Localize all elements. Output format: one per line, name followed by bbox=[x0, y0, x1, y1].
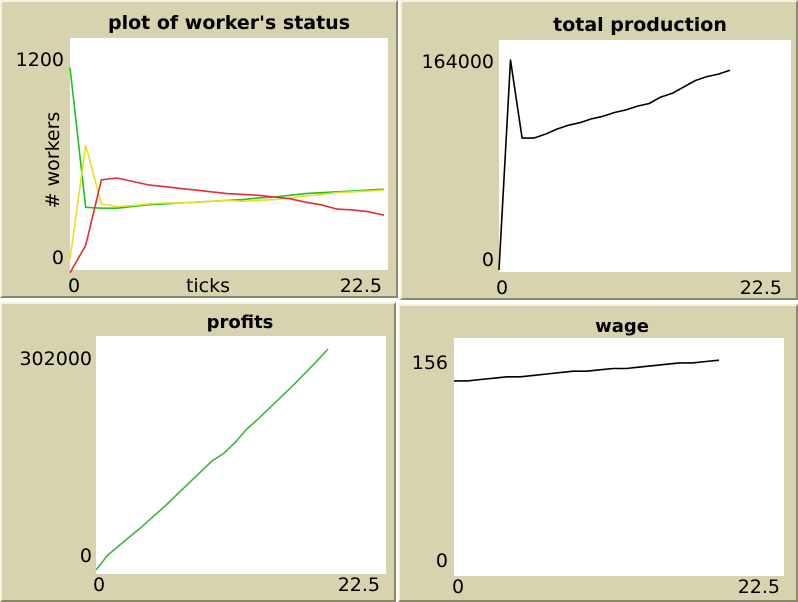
series-layer bbox=[95, 348, 329, 571]
chart-title: total production bbox=[553, 14, 727, 36]
x-tick-max: 22.5 bbox=[740, 277, 782, 299]
workers-status-panel: plot of worker's status 1200 0 0 22.5 ti… bbox=[0, 0, 398, 298]
x-tick-min: 0 bbox=[93, 574, 105, 596]
x-tick-max: 22.5 bbox=[738, 576, 780, 598]
series-line-1 bbox=[69, 144, 385, 260]
x-tick-min: 0 bbox=[68, 275, 80, 297]
plot-area bbox=[96, 336, 386, 574]
plot-area bbox=[499, 40, 791, 272]
y-tick-min: 0 bbox=[80, 545, 92, 567]
y-tick-max: 1200 bbox=[16, 49, 64, 71]
series-layer bbox=[498, 59, 731, 271]
profits-panel: profits 302000 0 0 22.5 bbox=[0, 302, 396, 602]
series-line-2 bbox=[69, 177, 385, 274]
x-tick-max: 22.5 bbox=[340, 275, 382, 297]
chart-title: plot of worker's status bbox=[108, 12, 350, 34]
plot-area bbox=[454, 338, 784, 576]
series-layer bbox=[454, 359, 720, 382]
series-line-0 bbox=[454, 359, 720, 382]
series-line-0 bbox=[498, 59, 731, 271]
total-production-chart: total production 164000 0 0 22.5 bbox=[421, 14, 791, 299]
plot-area bbox=[70, 38, 388, 270]
chart-title: wage bbox=[595, 316, 649, 337]
y-tick-min: 0 bbox=[52, 247, 64, 269]
x-tick-max: 22.5 bbox=[338, 574, 380, 596]
wage-chart: wage 156 0 0 22.5 bbox=[412, 316, 784, 598]
y-axis-label: # workers bbox=[42, 112, 64, 209]
series-line-0 bbox=[95, 348, 329, 571]
x-axis-label: ticks bbox=[186, 275, 230, 297]
x-tick-min: 0 bbox=[452, 576, 464, 598]
y-tick-max: 302000 bbox=[19, 348, 92, 370]
y-tick-max: 156 bbox=[412, 352, 448, 374]
workers-status-chart: plot of worker's status 1200 0 0 22.5 ti… bbox=[16, 12, 388, 297]
series-layer bbox=[69, 67, 385, 274]
y-tick-max: 164000 bbox=[421, 51, 494, 73]
chart-title: profits bbox=[207, 312, 274, 333]
x-tick-min: 0 bbox=[496, 277, 508, 299]
y-tick-min: 0 bbox=[482, 249, 494, 271]
y-tick-min: 0 bbox=[436, 550, 448, 572]
total-production-panel: total production 164000 0 0 22.5 bbox=[400, 0, 798, 300]
profits-chart: profits 302000 0 0 22.5 bbox=[19, 312, 386, 596]
wage-panel: wage 156 0 0 22.5 bbox=[398, 304, 798, 602]
